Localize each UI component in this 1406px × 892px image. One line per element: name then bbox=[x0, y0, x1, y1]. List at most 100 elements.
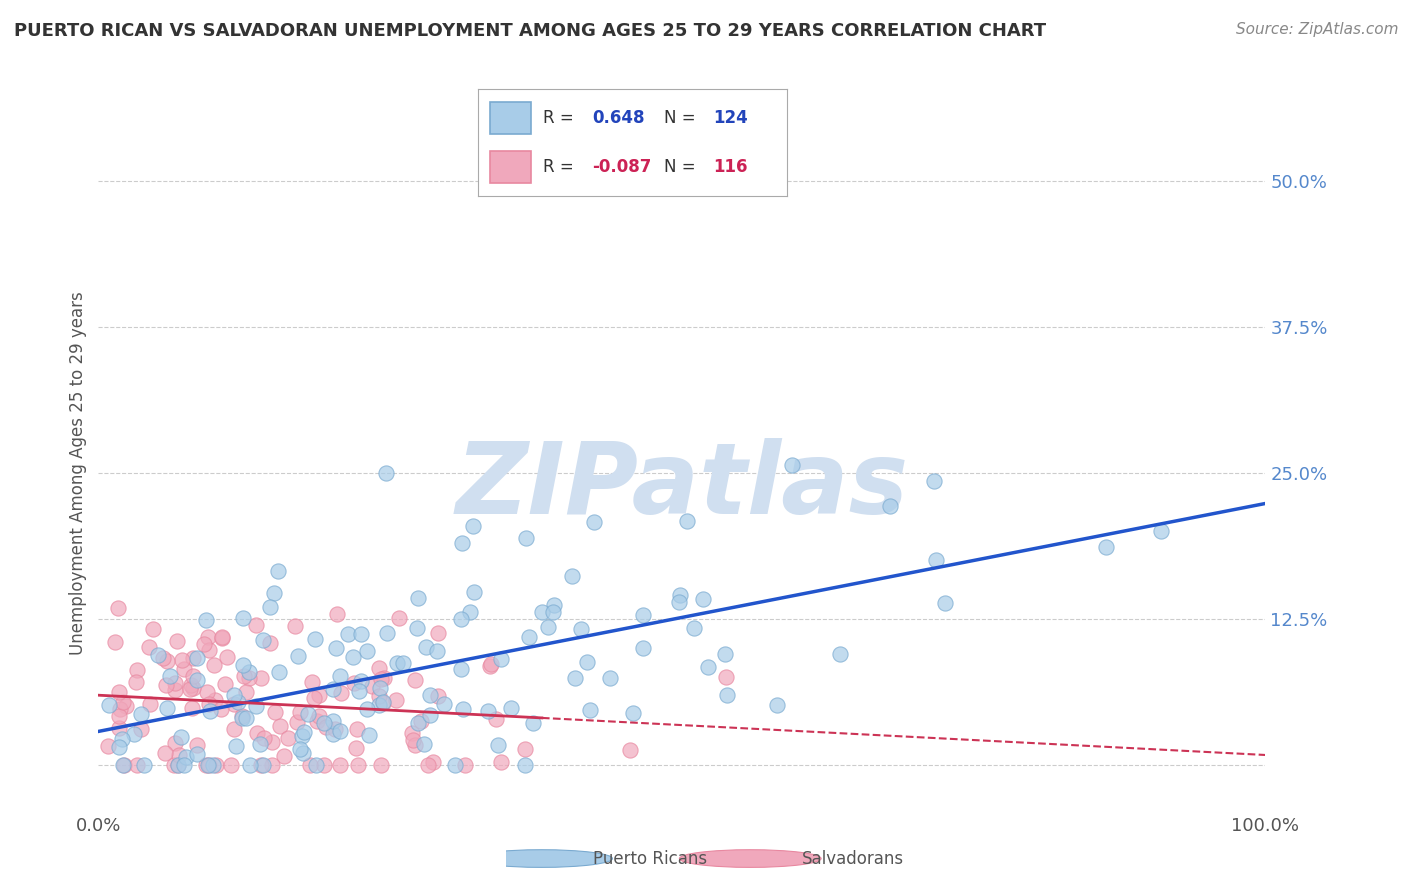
Point bbox=[486, 738, 509, 752]
Point bbox=[163, 758, 186, 772]
Bar bbox=[491, 102, 530, 134]
Point bbox=[222, 722, 245, 736]
Point bbox=[260, 734, 283, 748]
Point bbox=[357, 728, 380, 742]
Text: -0.087: -0.087 bbox=[592, 159, 652, 177]
Point bbox=[288, 705, 311, 719]
Point bbox=[433, 697, 456, 711]
Point bbox=[404, 673, 426, 688]
Point bbox=[249, 737, 271, 751]
Point bbox=[153, 747, 176, 761]
Point bbox=[543, 598, 565, 612]
Point bbox=[619, 743, 641, 757]
Point bbox=[224, 688, 246, 702]
Point bbox=[450, 612, 472, 626]
Point bbox=[361, 679, 384, 693]
Point bbox=[291, 729, 314, 743]
Point bbox=[292, 747, 315, 761]
Point bbox=[235, 711, 257, 725]
Text: PUERTO RICAN VS SALVADORAN UNEMPLOYMENT AMONG AGES 25 TO 29 YEARS CORRELATION CH: PUERTO RICAN VS SALVADORAN UNEMPLOYMENT … bbox=[14, 22, 1046, 40]
Point bbox=[696, 660, 718, 674]
Text: R =: R = bbox=[543, 109, 574, 127]
Text: Source: ZipAtlas.com: Source: ZipAtlas.com bbox=[1236, 22, 1399, 37]
Point bbox=[416, 758, 439, 772]
Point bbox=[97, 739, 120, 753]
Point bbox=[173, 662, 195, 676]
Point bbox=[108, 685, 131, 699]
Point bbox=[167, 758, 190, 772]
Point bbox=[205, 758, 228, 772]
Circle shape bbox=[471, 850, 613, 867]
Point bbox=[406, 716, 429, 731]
Point bbox=[180, 700, 202, 714]
Point bbox=[194, 614, 217, 628]
Point bbox=[522, 716, 544, 731]
Point bbox=[302, 691, 325, 706]
Point bbox=[491, 756, 513, 770]
Text: 0.648: 0.648 bbox=[592, 109, 645, 127]
Point bbox=[299, 758, 322, 772]
Point bbox=[284, 619, 307, 633]
Point bbox=[344, 741, 367, 756]
Point bbox=[209, 701, 232, 715]
Point bbox=[477, 704, 499, 718]
Point bbox=[367, 690, 389, 704]
Point bbox=[246, 725, 269, 739]
Point bbox=[385, 692, 408, 706]
Point bbox=[454, 758, 477, 772]
Point bbox=[179, 682, 201, 697]
Point bbox=[426, 644, 449, 658]
Point bbox=[107, 601, 129, 615]
Point bbox=[195, 758, 218, 772]
Point bbox=[159, 669, 181, 683]
Point bbox=[232, 669, 254, 683]
Point bbox=[356, 702, 378, 716]
Point bbox=[489, 652, 512, 666]
Point bbox=[370, 672, 392, 686]
Point bbox=[290, 742, 312, 756]
Point bbox=[98, 698, 121, 713]
Point bbox=[148, 648, 170, 663]
Point bbox=[373, 696, 395, 710]
Point bbox=[575, 655, 598, 669]
Point bbox=[830, 647, 852, 661]
Point bbox=[108, 721, 131, 735]
Point bbox=[232, 658, 254, 673]
Point bbox=[125, 675, 148, 690]
Point bbox=[198, 704, 221, 718]
Point bbox=[112, 758, 135, 772]
Point bbox=[114, 699, 136, 714]
Point bbox=[443, 758, 465, 772]
Point bbox=[231, 709, 253, 723]
Point bbox=[277, 731, 299, 745]
Point bbox=[517, 630, 540, 644]
Point bbox=[152, 651, 174, 665]
Point bbox=[370, 758, 392, 772]
Text: 124: 124 bbox=[713, 109, 748, 127]
Point bbox=[530, 605, 553, 619]
Point bbox=[250, 758, 273, 772]
Point bbox=[329, 669, 352, 683]
Point bbox=[350, 673, 373, 688]
Point bbox=[415, 640, 437, 654]
Point bbox=[1094, 540, 1116, 554]
Point bbox=[186, 651, 208, 665]
Point bbox=[714, 670, 737, 684]
Point bbox=[326, 607, 349, 622]
Point bbox=[225, 739, 247, 754]
Point bbox=[285, 714, 308, 729]
Point bbox=[323, 722, 346, 736]
Point bbox=[668, 594, 690, 608]
Point bbox=[342, 649, 364, 664]
Point bbox=[202, 658, 225, 673]
Text: 116: 116 bbox=[713, 159, 748, 177]
Point bbox=[201, 758, 224, 772]
Point bbox=[108, 702, 131, 716]
Point bbox=[214, 677, 236, 691]
Point bbox=[226, 695, 249, 709]
Point bbox=[170, 653, 193, 667]
Point bbox=[287, 649, 309, 664]
Point bbox=[368, 681, 391, 695]
Point bbox=[141, 622, 163, 636]
Point bbox=[222, 697, 245, 711]
